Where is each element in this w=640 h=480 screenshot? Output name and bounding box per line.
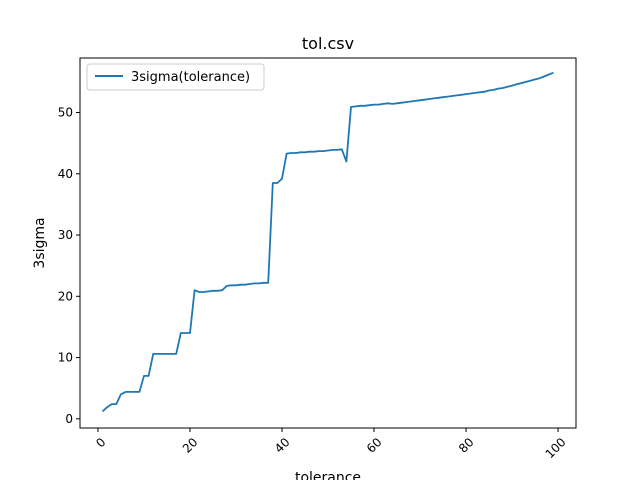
chart-title: tol.csv: [302, 34, 354, 53]
x-tick-label: 100: [543, 435, 569, 461]
legend: 3sigma(tolerance): [86, 63, 265, 91]
x-axis: 0 20 40 60 80 100: [93, 428, 569, 461]
y-tick-label: 0: [65, 412, 73, 426]
x-tick-label: 60: [364, 435, 385, 456]
y-tick-label: 20: [58, 289, 73, 303]
y-tick-label: 30: [58, 228, 73, 242]
y-tick-label: 40: [58, 167, 73, 181]
plot-area: [80, 58, 576, 428]
y-axis: 0 10 20 30 40 50: [58, 106, 80, 426]
series-layer: [101, 71, 554, 413]
x-axis-label: tolerance: [295, 470, 361, 480]
plot-frame: [79, 57, 577, 429]
legend-label: 3sigma(tolerance): [131, 70, 250, 85]
y-axis-label: 3sigma: [32, 217, 48, 268]
x-tick-label: 0: [93, 435, 108, 450]
y-tick-label: 10: [58, 351, 73, 365]
y-tick-label: 50: [58, 106, 73, 120]
x-tick-label: 40: [272, 435, 293, 456]
series-line-0: [101, 71, 554, 413]
x-tick-label: 80: [456, 435, 477, 456]
x-tick-label: 20: [180, 435, 201, 456]
legend-box: [86, 63, 265, 91]
